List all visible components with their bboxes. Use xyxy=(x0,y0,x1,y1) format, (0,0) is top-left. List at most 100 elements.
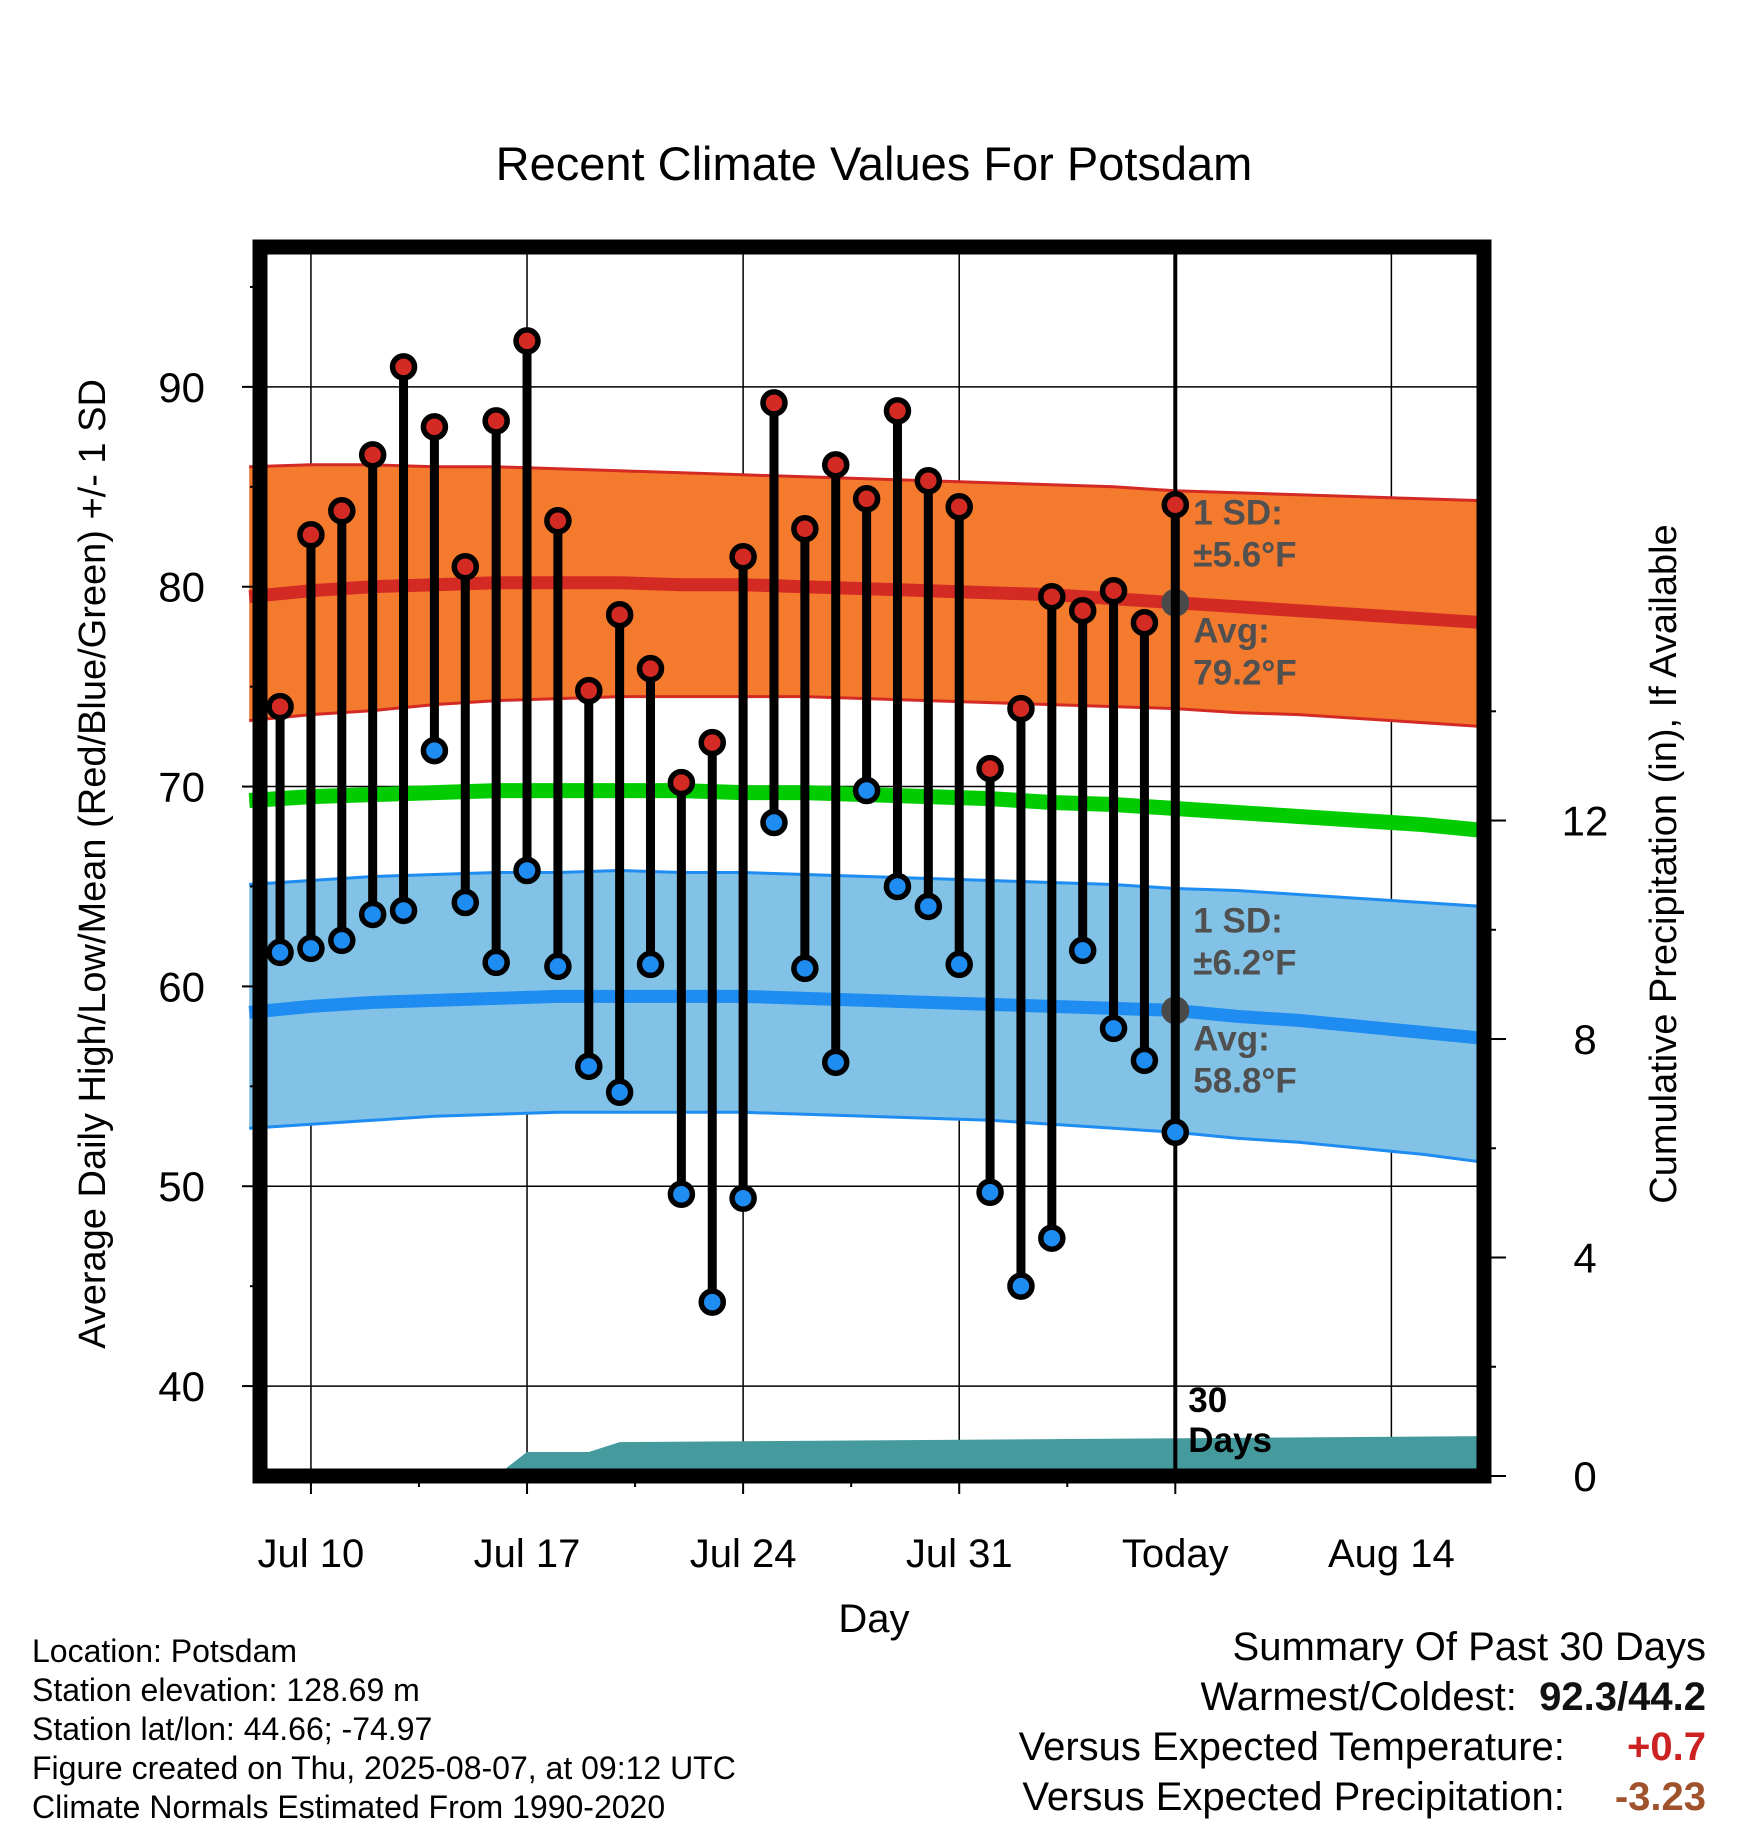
daily-low-point xyxy=(976,1178,1004,1206)
daily-low-point xyxy=(451,888,480,917)
warm-cold-label: Warmest/Coldest: xyxy=(1200,1675,1517,1719)
high-avg-label: Avg: xyxy=(1193,612,1269,651)
y-tick-label: 70 xyxy=(158,764,205,811)
daily-high-point xyxy=(513,327,541,355)
daily-low-point xyxy=(482,948,510,977)
y2-tick-label: 0 xyxy=(1573,1453,1596,1500)
x-tick-label: Today xyxy=(1122,1532,1229,1576)
daily-low-point xyxy=(1068,936,1097,965)
created-text: Figure created on Thu, 2025-08-07, at 09… xyxy=(32,1750,736,1786)
y-axis-label: Average Daily High/Low/Mean (Red/Blue/Gr… xyxy=(72,379,114,1349)
daily-high-point xyxy=(636,654,665,683)
normal-low-line xyxy=(248,989,1485,1045)
y2-tick-label: 4 xyxy=(1573,1235,1596,1282)
x-tick-label: Jul 17 xyxy=(474,1532,581,1576)
summary-precip: Versus Expected Precipitation: -3.23 xyxy=(1019,1772,1706,1822)
daily-low-point xyxy=(821,1048,850,1077)
daily-low-point xyxy=(1038,1224,1066,1252)
location-text: Location: Potsdam xyxy=(32,1633,298,1669)
daily-low-point xyxy=(636,950,665,979)
daily-high-point xyxy=(945,493,973,521)
daily-low-point xyxy=(266,938,294,967)
plot-frame xyxy=(252,239,1492,1484)
daily-high-point xyxy=(266,692,294,721)
daily-high-point xyxy=(760,389,788,417)
high-sd-label: 1 SD: xyxy=(1193,494,1282,533)
daily-high-point xyxy=(821,451,850,479)
low-avg-label: Avg: xyxy=(1193,1019,1269,1058)
daily-low-point xyxy=(544,952,572,981)
summary-warm-cold: Warmest/Coldest: 92.3/44.2 xyxy=(1019,1672,1707,1722)
y-tick-label: 80 xyxy=(158,564,205,611)
daily-low-point xyxy=(945,950,973,979)
temp-value: +0.7 xyxy=(1627,1725,1706,1769)
daily-high-point xyxy=(605,600,634,629)
daily-low-point xyxy=(667,1180,696,1208)
summary-title: Summary Of Past 30 Days xyxy=(1232,1625,1706,1669)
station-info: Location: Potsdam Station elevation: 128… xyxy=(32,1632,736,1827)
daily-high-point xyxy=(667,768,696,797)
daily-low-point xyxy=(729,1184,757,1212)
low-avg-value: 58.8°F xyxy=(1193,1061,1297,1100)
temp-label: Versus Expected Temperature: xyxy=(1018,1725,1565,1769)
daily-high-point xyxy=(1161,491,1190,519)
daily-high-point xyxy=(451,552,480,581)
daily-low-point xyxy=(883,872,912,901)
daily-high-point xyxy=(389,353,418,381)
daily-low-point xyxy=(513,856,541,885)
daily-high-point xyxy=(575,676,603,705)
daily-low-point xyxy=(420,736,449,765)
summary-temp: Versus Expected Temperature: +0.7 xyxy=(1019,1722,1706,1772)
warm-cold-value: 92.3/44.2 xyxy=(1539,1675,1706,1719)
daily-low-point xyxy=(1130,1046,1159,1075)
daily-high-point xyxy=(852,485,881,513)
daily-high-point xyxy=(420,413,449,441)
x-tick-label: Jul 24 xyxy=(690,1532,797,1576)
daily-low-point xyxy=(698,1288,726,1316)
high-avg-value: 79.2°F xyxy=(1193,654,1297,693)
daily-low-point xyxy=(297,934,325,963)
y-tick-label: 90 xyxy=(158,364,205,411)
daily-range-bars xyxy=(266,327,1190,1316)
low-sd-value: ±6.2°F xyxy=(1193,943,1296,982)
y-tick-label: 50 xyxy=(158,1163,205,1210)
daily-low-point xyxy=(791,954,819,983)
days-count-label: 30 xyxy=(1188,1381,1227,1420)
daily-high-point xyxy=(297,521,325,549)
daily-low-point xyxy=(328,926,356,955)
elevation-text: Station elevation: 128.69 m xyxy=(32,1672,420,1708)
daily-high-point xyxy=(883,397,912,425)
axes: 40 50 60 70 80 90 0 4 8 12 Jul 10 Jul 17 Jul 24 Jul 3… xyxy=(158,239,1609,1576)
y-tick-label: 40 xyxy=(158,1363,205,1410)
days-text-label: Days xyxy=(1188,1421,1272,1460)
x-tick-label: Jul 10 xyxy=(258,1532,365,1576)
y2-tick-label: 12 xyxy=(1562,798,1609,845)
normals-text: Climate Normals Estimated From 1990-2020 xyxy=(32,1789,666,1825)
precip-label: Versus Expected Precipitation: xyxy=(1022,1775,1565,1819)
x-tick-label: Aug 14 xyxy=(1328,1532,1455,1576)
low-upper-line xyxy=(249,868,1485,908)
daily-low-point xyxy=(1161,1118,1190,1147)
x-tick-label: Jul 31 xyxy=(906,1532,1013,1576)
latlon-text: Station lat/lon: 44.66; -74.97 xyxy=(32,1711,433,1747)
daily-high-point xyxy=(1007,694,1035,723)
daily-high-point xyxy=(791,515,819,543)
daily-low-point xyxy=(1007,1272,1035,1300)
y2-tick-label: 8 xyxy=(1573,1016,1596,1063)
y2-axis-label: Cumulative Precipitation (in), If Availa… xyxy=(1643,524,1685,1203)
x-axis-label: Day xyxy=(838,1597,909,1641)
daily-high-point xyxy=(544,507,572,535)
daily-low-point xyxy=(358,900,387,929)
daily-high-point xyxy=(358,441,387,469)
daily-low-point xyxy=(852,776,881,805)
daily-low-point xyxy=(914,892,943,921)
daily-low-point xyxy=(1099,1014,1128,1043)
daily-high-point xyxy=(328,497,356,525)
daily-high-point xyxy=(482,407,510,435)
y-tick-label: 60 xyxy=(158,963,205,1010)
summary-panel: Summary Of Past 30 Days Warmest/Coldest:… xyxy=(1019,1622,1706,1822)
low-sd-label: 1 SD: xyxy=(1193,901,1282,940)
